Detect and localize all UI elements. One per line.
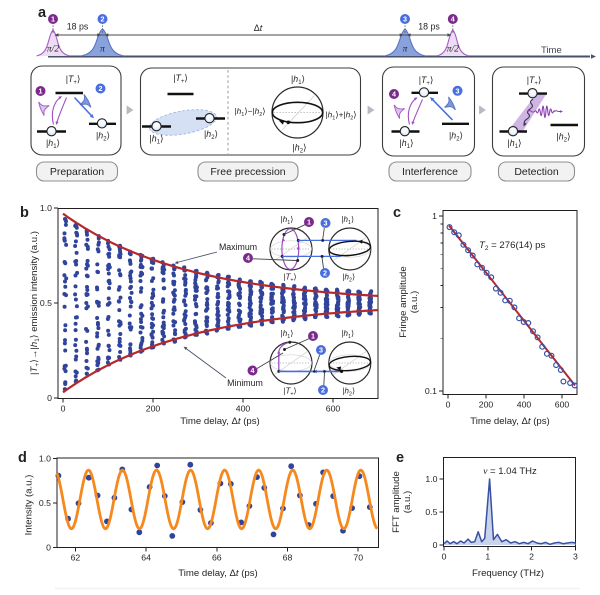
svg-text:2: 2 <box>323 269 327 278</box>
svg-text:0.1: 0.1 <box>425 386 437 396</box>
svg-text:Interference: Interference <box>402 166 458 178</box>
svg-text:Time: Time <box>541 45 562 56</box>
svg-text:1.0: 1.0 <box>40 203 52 213</box>
svg-text:64: 64 <box>141 553 151 563</box>
svg-text:|T+⟩: |T+⟩ <box>173 73 188 85</box>
svg-text:Time delay, Δt (ps): Time delay, Δt (ps) <box>180 416 259 427</box>
svg-text:18 ps: 18 ps <box>418 22 440 32</box>
svg-text:3: 3 <box>403 15 407 24</box>
svg-text:(a.u.): (a.u.) <box>402 491 413 513</box>
svg-text:1: 1 <box>485 552 490 562</box>
svg-text:1: 1 <box>432 211 437 221</box>
svg-text:|h1⟩: |h1⟩ <box>291 74 305 86</box>
svg-text:Time delay, Δt (ps): Time delay, Δt (ps) <box>470 416 549 427</box>
svg-text:4: 4 <box>251 366 255 375</box>
svg-text:0: 0 <box>47 393 52 403</box>
svg-text:|h1⟩−|h2⟩: |h1⟩−|h2⟩ <box>234 106 265 118</box>
svg-text:0: 0 <box>61 404 66 414</box>
svg-text:66: 66 <box>212 553 222 563</box>
svg-text:T2 = 276(14) ps: T2 = 276(14) ps <box>479 240 546 252</box>
svg-text:Δt: Δt <box>254 23 263 33</box>
svg-text:ν = 1.04 THz: ν = 1.04 THz <box>483 466 537 477</box>
svg-text:Preparation: Preparation <box>50 166 104 178</box>
svg-text:4: 4 <box>392 90 396 99</box>
svg-text:400: 400 <box>517 400 532 410</box>
svg-text:400: 400 <box>236 404 251 414</box>
svg-text:68: 68 <box>283 553 293 563</box>
svg-text:0: 0 <box>446 400 451 410</box>
svg-text:4: 4 <box>451 15 455 24</box>
svg-text:18 ps: 18 ps <box>67 22 89 32</box>
svg-text:|T+⟩→|h1⟩ emission intensity (: |T+⟩→|h1⟩ emission intensity (a.u.) <box>29 231 41 375</box>
svg-text:|h2⟩: |h2⟩ <box>342 273 355 284</box>
svg-text:0.5: 0.5 <box>39 498 51 508</box>
svg-text:π: π <box>100 45 105 55</box>
svg-text:1.0: 1.0 <box>39 454 51 464</box>
svg-text:600: 600 <box>326 404 341 414</box>
svg-text:70: 70 <box>353 553 363 563</box>
svg-text:2: 2 <box>101 15 105 24</box>
svg-text:|h2⟩: |h2⟩ <box>342 387 355 398</box>
svg-text:π: π <box>403 45 408 55</box>
svg-text:π/2: π/2 <box>447 45 459 55</box>
svg-text:|h1⟩: |h1⟩ <box>508 138 522 150</box>
svg-text:200: 200 <box>146 404 161 414</box>
svg-text:4: 4 <box>246 254 250 263</box>
svg-text:Intensity (a.u.): Intensity (a.u.) <box>24 475 35 536</box>
svg-text:|T+⟩: |T+⟩ <box>283 273 296 284</box>
svg-text:2: 2 <box>529 552 534 562</box>
svg-text:|h2⟩: |h2⟩ <box>449 131 463 143</box>
svg-text:|h2⟩: |h2⟩ <box>557 132 571 144</box>
svg-text:|h2⟩: |h2⟩ <box>204 129 218 141</box>
svg-text:|T+⟩: |T+⟩ <box>66 74 81 86</box>
svg-text:(a.u.): (a.u.) <box>409 291 420 313</box>
svg-text:|h1⟩: |h1⟩ <box>46 138 60 150</box>
svg-text:Detection: Detection <box>514 166 559 178</box>
svg-text:|T+⟩: |T+⟩ <box>527 75 542 87</box>
svg-text:e: e <box>396 450 404 466</box>
svg-text:1: 1 <box>307 218 311 227</box>
svg-text:Fringe amplitude: Fringe amplitude <box>398 266 409 337</box>
svg-text:3: 3 <box>319 346 323 355</box>
svg-text:|h1⟩: |h1⟩ <box>341 215 354 226</box>
svg-text:|T+⟩: |T+⟩ <box>283 387 296 398</box>
svg-text:|h1⟩: |h1⟩ <box>150 134 164 146</box>
svg-text:1: 1 <box>311 332 315 341</box>
svg-text:|h2⟩: |h2⟩ <box>96 131 110 143</box>
svg-text:c: c <box>393 205 401 221</box>
svg-text:600: 600 <box>555 400 570 410</box>
svg-text:0.5: 0.5 <box>40 298 52 308</box>
svg-text:|h1⟩+|h2⟩: |h1⟩+|h2⟩ <box>325 110 356 122</box>
svg-text:Frequency (THz): Frequency (THz) <box>472 568 544 579</box>
svg-text:0: 0 <box>433 540 438 550</box>
svg-text:a: a <box>38 5 47 21</box>
svg-text:3: 3 <box>573 552 578 562</box>
svg-text:|h1⟩: |h1⟩ <box>400 138 414 150</box>
svg-text:0: 0 <box>442 552 447 562</box>
svg-text:1: 1 <box>39 87 43 96</box>
svg-text:Minimum: Minimum <box>227 378 263 388</box>
svg-text:Free precession: Free precession <box>210 166 285 178</box>
svg-text:|h2⟩: |h2⟩ <box>293 143 307 155</box>
svg-text:FFT amplitude: FFT amplitude <box>391 471 402 533</box>
svg-text:62: 62 <box>71 553 81 563</box>
svg-text:|T+⟩: |T+⟩ <box>419 75 434 87</box>
svg-text:b: b <box>20 205 29 221</box>
svg-text:3: 3 <box>324 219 328 228</box>
svg-text:d: d <box>18 450 27 466</box>
svg-text:0: 0 <box>46 543 51 553</box>
svg-text:200: 200 <box>479 400 494 410</box>
svg-text:0.5: 0.5 <box>425 507 437 517</box>
svg-text:|h1⟩: |h1⟩ <box>281 215 294 226</box>
svg-text:|h1⟩: |h1⟩ <box>281 329 294 340</box>
svg-text:|h1⟩: |h1⟩ <box>341 329 354 340</box>
svg-text:Maximum: Maximum <box>219 242 257 252</box>
svg-text:1: 1 <box>51 15 55 24</box>
svg-text:π/2: π/2 <box>47 45 59 55</box>
svg-text:Time delay, Δt (ps): Time delay, Δt (ps) <box>178 568 257 579</box>
svg-text:3: 3 <box>456 86 460 95</box>
svg-text:2: 2 <box>321 386 325 395</box>
svg-text:1.0: 1.0 <box>425 474 437 484</box>
svg-text:2: 2 <box>99 84 103 93</box>
